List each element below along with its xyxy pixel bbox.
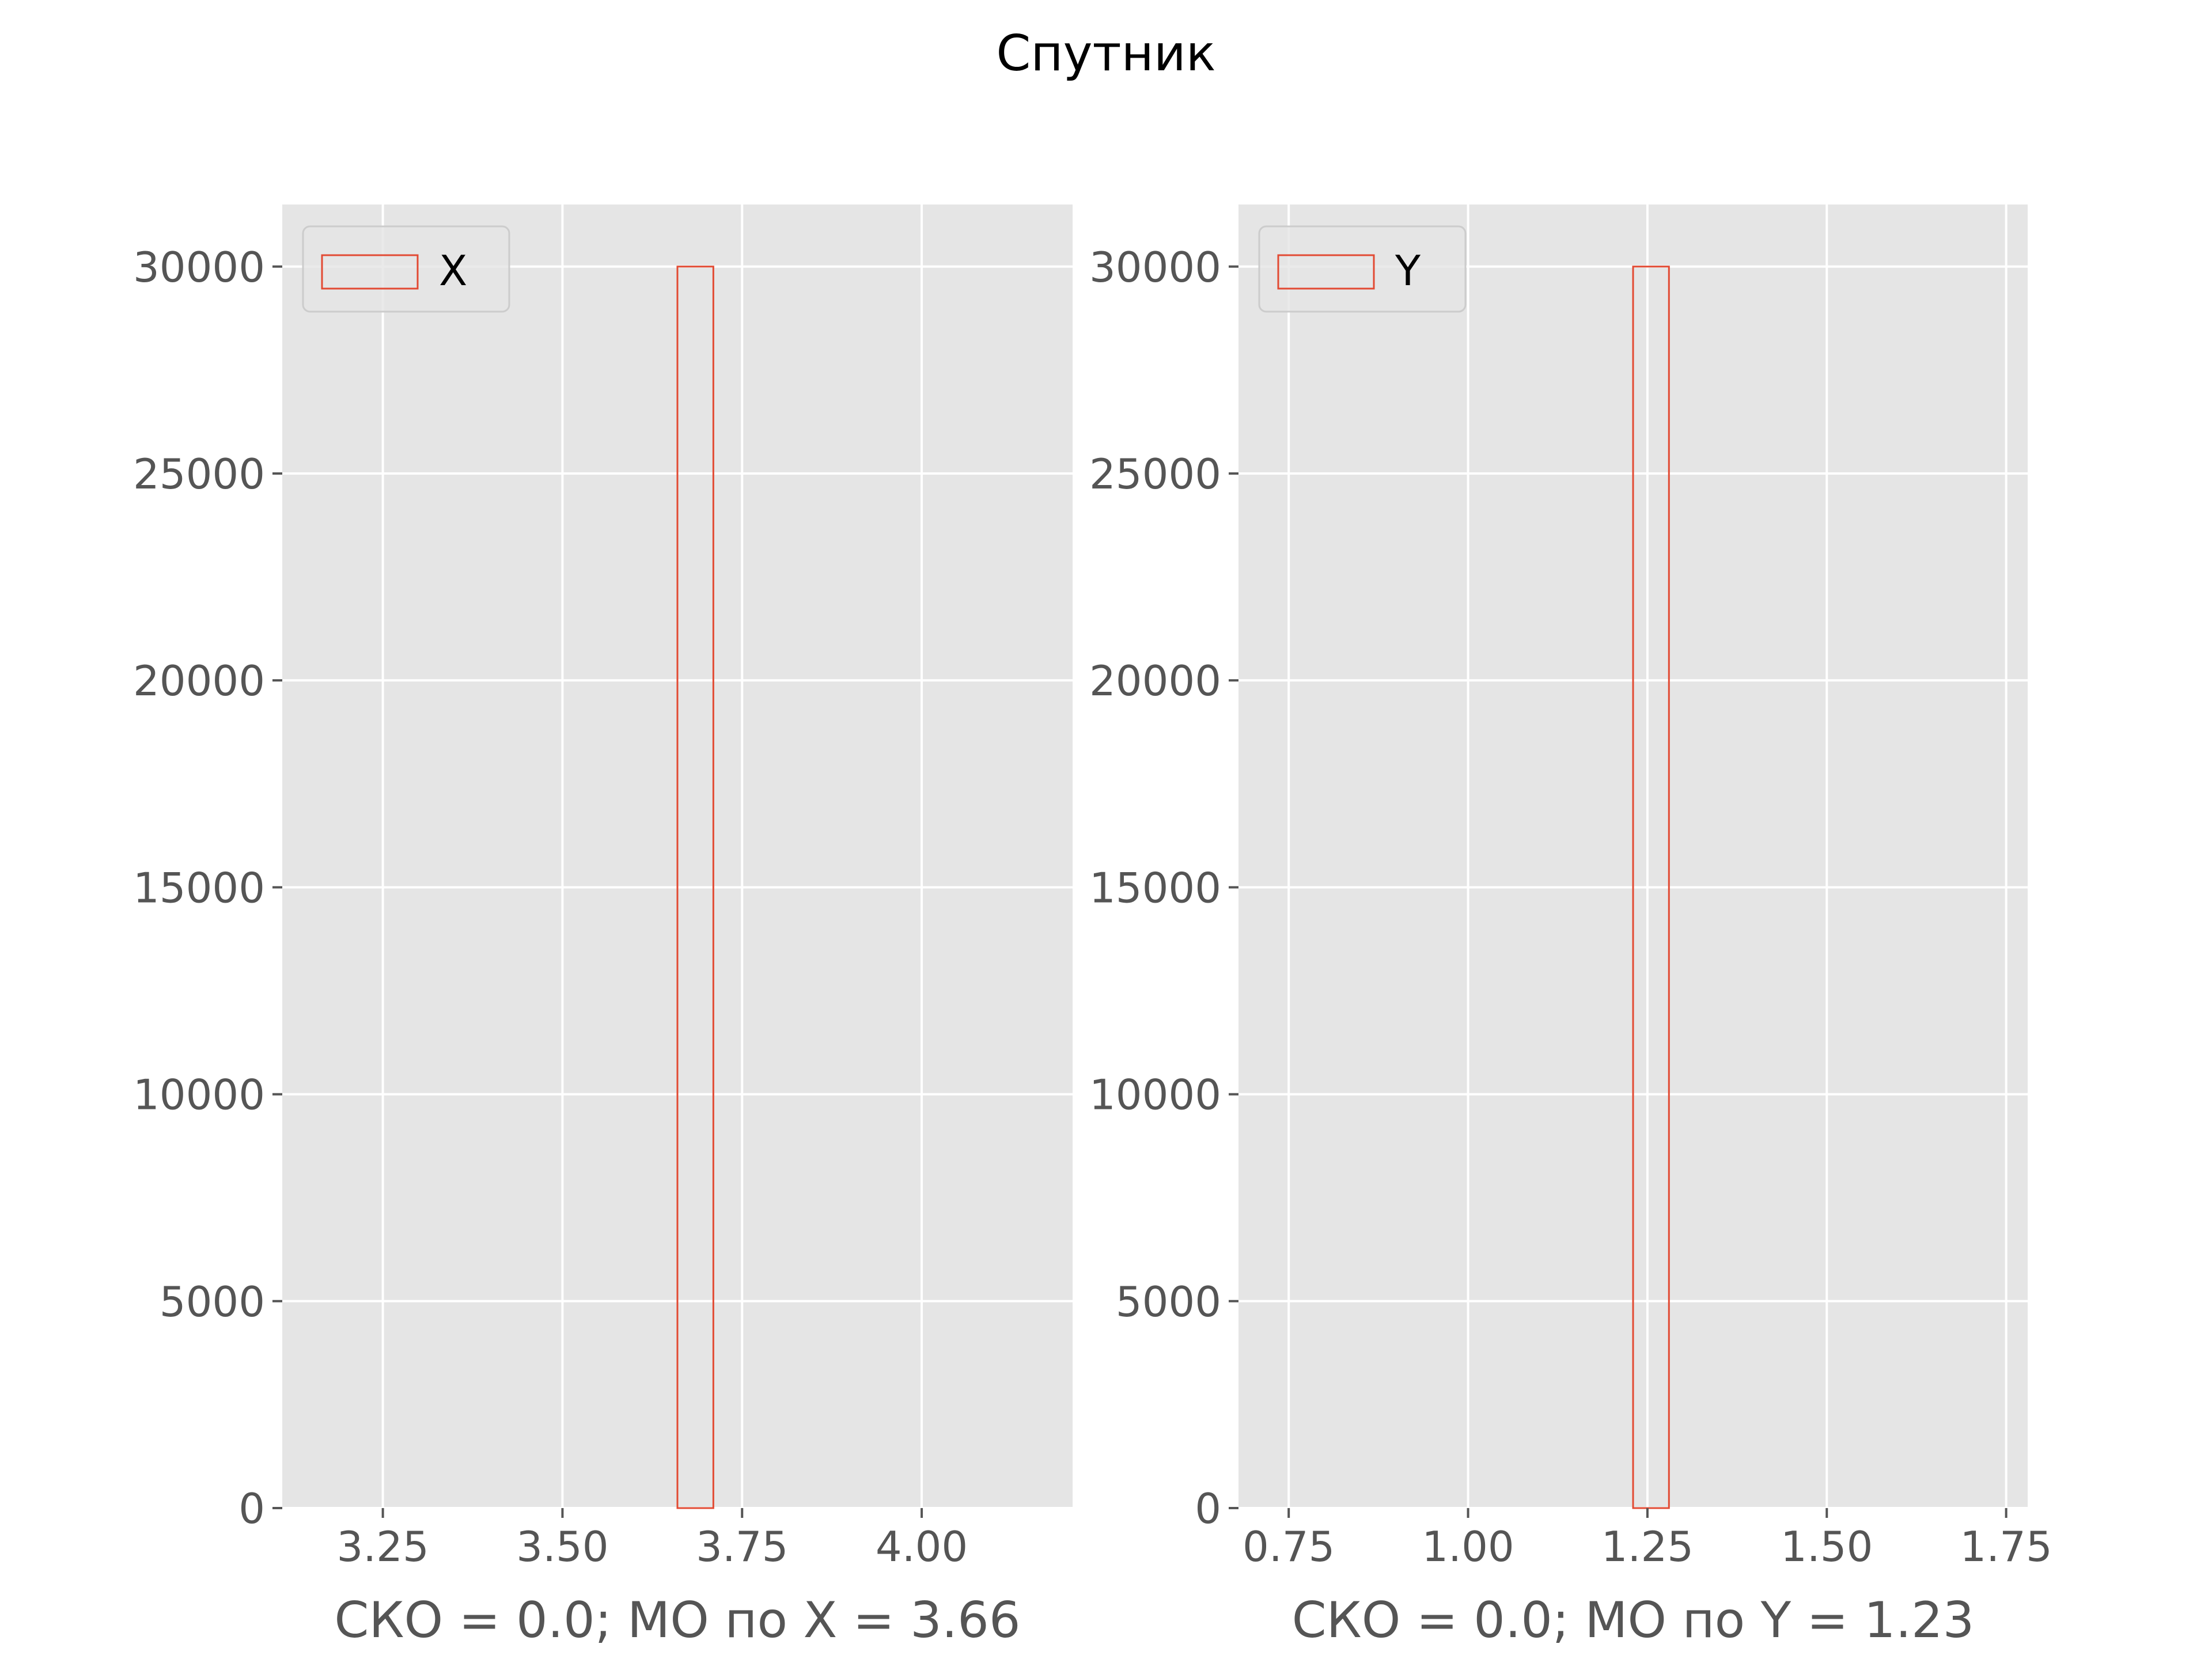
y-tick-label: 30000 bbox=[1089, 243, 1221, 291]
x-tick-label: 3.75 bbox=[696, 1522, 788, 1571]
x-axis-label: СКО = 0.0; МО по X = 3.66 bbox=[334, 1592, 1020, 1649]
y-tick-label: 20000 bbox=[133, 657, 265, 705]
y-tick-label: 0 bbox=[1195, 1484, 1221, 1533]
y-tick-label: 30000 bbox=[133, 243, 265, 291]
x-tick-label: 1.75 bbox=[1960, 1522, 2052, 1571]
y-tick-label: 25000 bbox=[133, 450, 265, 498]
legend-swatch bbox=[1277, 254, 1375, 290]
y-tick-label: 5000 bbox=[160, 1278, 265, 1326]
x-tick-label: 1.50 bbox=[1781, 1522, 1873, 1571]
y-tick-label: 0 bbox=[238, 1484, 265, 1533]
y-tick-label: 10000 bbox=[133, 1071, 265, 1119]
histogram-bar bbox=[1632, 266, 1670, 1509]
subplot-y-histogram: 0.75 1.00 1.25 1.50 1.75 0 5000 10000 15000 20000… bbox=[1089, 204, 2052, 1649]
x-tick-label: 1.00 bbox=[1422, 1522, 1514, 1571]
x-axis-label: СКО = 0.0; МО по Y = 1.23 bbox=[1292, 1592, 1975, 1649]
legend-box bbox=[302, 225, 510, 313]
x-tick-label: 0.75 bbox=[1243, 1522, 1335, 1571]
y-tick-label: 25000 bbox=[1089, 450, 1221, 498]
histogram-bar bbox=[676, 266, 714, 1509]
y-tick-label: 15000 bbox=[133, 863, 265, 912]
y-tick-label: 5000 bbox=[1116, 1278, 1221, 1326]
y-tick-label: 10000 bbox=[1089, 1071, 1221, 1119]
subplot-x-histogram: 3.25 3.50 3.75 4.00 0 5000 10000 15000 20000 2500… bbox=[133, 204, 1073, 1649]
y-tick-label: 20000 bbox=[1089, 657, 1221, 705]
x-tick-label: 1.25 bbox=[1601, 1522, 1694, 1571]
legend-swatch bbox=[321, 254, 419, 290]
x-tick-label: 4.00 bbox=[876, 1522, 968, 1571]
legend-label: Y bbox=[1395, 247, 1421, 295]
legend-label: X bbox=[439, 247, 467, 295]
legend-box bbox=[1258, 225, 1467, 313]
x-tick-label: 3.25 bbox=[336, 1522, 429, 1571]
y-tick-label: 15000 bbox=[1089, 863, 1221, 912]
x-tick-label: 3.50 bbox=[516, 1522, 608, 1571]
figure-title: Спутник bbox=[996, 25, 1215, 82]
